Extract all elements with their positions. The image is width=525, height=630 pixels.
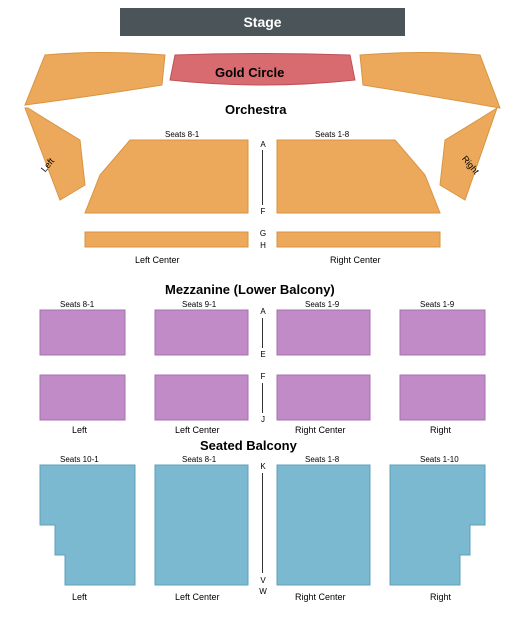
orchestra-aisle — [262, 150, 263, 205]
mezzanine-row-a: A — [258, 307, 268, 316]
mezzanine-top-seats-2: Seats 1-9 — [305, 300, 339, 309]
mezzanine-top-seats-0: Seats 8-1 — [60, 300, 94, 309]
orchestra-title: Orchestra — [225, 102, 286, 117]
balcony-label-2: Right Center — [295, 592, 346, 602]
balcony-seats-1: Seats 8-1 — [182, 455, 216, 464]
balcony-label-1: Left Center — [175, 592, 220, 602]
balcony-seats-0: Seats 10-1 — [60, 455, 99, 464]
mezzanine-bottom-1 — [155, 375, 248, 420]
stage: Stage — [120, 8, 405, 36]
mezzanine-bottom-label-2: Right Center — [295, 425, 346, 435]
orchestra-row-f: F — [258, 207, 268, 216]
mezzanine-bottom-0 — [40, 375, 125, 420]
mezzanine-row-e: E — [258, 350, 268, 359]
mezzanine-aisle-2 — [262, 383, 263, 413]
mezzanine-top-0 — [40, 310, 125, 355]
orchestra-lower-right — [277, 232, 440, 247]
orchestra-lower-left — [85, 232, 248, 247]
balcony-row-v: V — [258, 576, 268, 585]
mezzanine-row-f: F — [258, 372, 268, 381]
mezzanine-bottom-label-0: Left — [72, 425, 87, 435]
balcony-block-2 — [277, 465, 370, 585]
mezzanine-row-j: J — [258, 415, 268, 424]
orchestra-left-block — [85, 140, 248, 213]
balcony-label-0: Left — [72, 592, 87, 602]
mezzanine-bottom-2 — [277, 375, 370, 420]
balcony-label-3: Right — [430, 592, 451, 602]
gold-circle-label: Gold Circle — [215, 65, 284, 80]
orchestra-lower-right-label: Right Center — [330, 255, 381, 265]
orchestra-lower-left-label: Left Center — [135, 255, 180, 265]
orchestra-left-seats: Seats 8-1 — [165, 130, 199, 139]
balcony-row-w: W — [258, 587, 268, 596]
mezzanine-top-seats-1: Seats 9-1 — [182, 300, 216, 309]
orchestra-row-h: H — [258, 241, 268, 250]
mezzanine-top-seats-3: Seats 1-9 — [420, 300, 454, 309]
mezzanine-bottom-label-1: Left Center — [175, 425, 220, 435]
orchestra-row-a: A — [258, 140, 268, 149]
mezzanine-bottom-3 — [400, 375, 485, 420]
balcony-aisle — [262, 473, 263, 573]
balcony-seats-2: Seats 1-8 — [305, 455, 339, 464]
mezzanine-title: Mezzanine (Lower Balcony) — [165, 282, 335, 297]
mezzanine-top-2 — [277, 310, 370, 355]
mezzanine-top-1 — [155, 310, 248, 355]
mezzanine-aisle-1 — [262, 318, 263, 348]
mezzanine-bottom-label-3: Right — [430, 425, 451, 435]
balcony-block-1 — [155, 465, 248, 585]
orchestra-row-g: G — [258, 229, 268, 238]
mezzanine-top-3 — [400, 310, 485, 355]
orchestra-right-seats: Seats 1-8 — [315, 130, 349, 139]
balcony-seats-3: Seats 1-10 — [420, 455, 459, 464]
balcony-block-0 — [40, 465, 135, 585]
balcony-row-k: K — [258, 462, 268, 471]
orchestra-right-block — [277, 140, 440, 213]
balcony-title: Seated Balcony — [200, 438, 297, 453]
balcony-block-3 — [390, 465, 485, 585]
